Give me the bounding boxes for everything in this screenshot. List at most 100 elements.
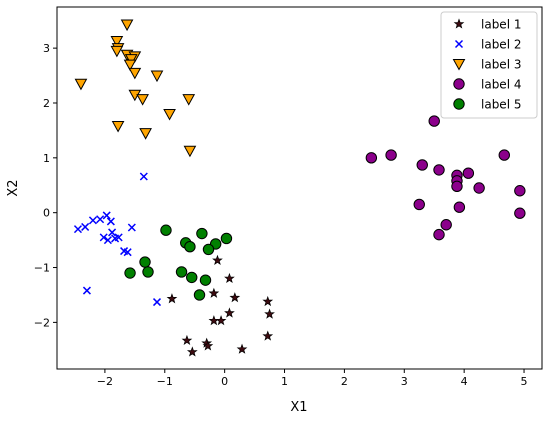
data-point xyxy=(99,233,108,242)
data-point xyxy=(108,228,117,237)
legend-marker xyxy=(453,98,465,110)
data-point xyxy=(212,254,223,265)
x-tick-label: 3 xyxy=(401,375,408,388)
data-point xyxy=(106,217,115,226)
legend-item: label 2 xyxy=(454,38,521,52)
plot-frame xyxy=(56,6,543,370)
legend-label: label 4 xyxy=(481,78,521,92)
data-point xyxy=(124,267,136,279)
data-point xyxy=(186,346,198,357)
data-point xyxy=(224,272,235,284)
y-tick-label: −2 xyxy=(34,316,50,329)
data-point xyxy=(183,145,197,158)
data-point xyxy=(139,128,152,140)
data-point xyxy=(202,243,215,256)
data-point xyxy=(120,19,134,32)
y-tick-label: 3 xyxy=(43,42,50,55)
data-point xyxy=(123,59,137,72)
data-point xyxy=(220,232,233,245)
data-point xyxy=(136,94,149,106)
data-point xyxy=(142,266,154,278)
data-point xyxy=(139,256,151,268)
data-point xyxy=(385,149,397,161)
data-point xyxy=(498,149,510,161)
x-axis-label: X1 xyxy=(290,400,307,415)
data-point xyxy=(514,207,526,219)
data-point xyxy=(182,94,196,106)
data-point xyxy=(208,287,220,298)
x-tick-label: −1 xyxy=(157,375,173,388)
data-point xyxy=(413,198,425,211)
y-tick-label: 0 xyxy=(43,207,50,220)
legend-label: label 3 xyxy=(481,58,521,72)
data-point xyxy=(224,307,235,318)
data-point xyxy=(473,182,485,194)
data-point xyxy=(196,227,208,240)
data-point xyxy=(103,236,112,245)
data-point xyxy=(193,289,206,301)
data-point xyxy=(453,201,466,213)
x-tick-label: 4 xyxy=(461,375,468,388)
data-point xyxy=(262,295,274,307)
data-point xyxy=(416,159,428,171)
data-point xyxy=(81,222,90,231)
legend-marker xyxy=(454,39,464,49)
data-point xyxy=(139,172,148,181)
data-point xyxy=(462,167,475,179)
data-point xyxy=(202,340,214,351)
data-point xyxy=(262,330,274,341)
y-axis-label: X2 xyxy=(6,179,21,196)
data-point xyxy=(186,271,198,284)
x-tick-label: 5 xyxy=(521,375,528,388)
data-point xyxy=(110,36,124,48)
data-point xyxy=(96,215,105,224)
legend-label: label 5 xyxy=(481,98,521,112)
data-point xyxy=(163,108,176,121)
data-point xyxy=(365,152,378,164)
y-tick-label: 1 xyxy=(43,152,50,165)
legend-item: label 4 xyxy=(453,78,521,92)
data-point xyxy=(88,216,97,225)
legend-item: label 5 xyxy=(453,98,521,112)
data-point xyxy=(175,266,188,278)
data-point xyxy=(181,334,193,346)
series-label-2 xyxy=(73,172,162,307)
data-point xyxy=(229,292,241,303)
data-points-layer xyxy=(73,19,526,357)
data-point xyxy=(166,293,178,304)
x-tick-label: −2 xyxy=(97,375,113,388)
x-tick-label: 2 xyxy=(341,375,348,388)
data-point xyxy=(150,70,164,83)
data-point xyxy=(111,121,125,133)
x-axis-ticks: −2 −1 0 1 2 3 4 5 xyxy=(97,369,528,388)
legend: label 1 label 2 label 3 label 4 label 5 xyxy=(440,11,538,119)
data-point xyxy=(428,115,440,127)
series-label-3 xyxy=(74,19,197,158)
legend-item: label 3 xyxy=(452,58,521,72)
legend-label: label 1 xyxy=(481,18,521,32)
data-point xyxy=(236,343,248,354)
legend-marker xyxy=(453,78,465,90)
data-point xyxy=(127,223,136,232)
x-tick-label: 0 xyxy=(221,375,228,388)
legend-item: label 1 xyxy=(453,18,521,32)
data-point xyxy=(160,224,172,236)
data-point xyxy=(184,240,196,253)
legend-marker xyxy=(452,59,466,71)
data-point xyxy=(433,164,445,176)
data-point xyxy=(110,45,124,58)
y-tick-label: −1 xyxy=(34,262,50,275)
data-point xyxy=(514,185,526,197)
legend-marker xyxy=(453,18,465,29)
y-tick-label: 2 xyxy=(43,97,50,110)
y-axis-ticks: −2 −1 0 1 2 3 xyxy=(34,42,57,329)
data-point xyxy=(433,228,445,241)
data-point xyxy=(123,248,132,257)
data-point xyxy=(152,298,162,307)
data-point xyxy=(440,219,452,231)
legend-box xyxy=(440,11,538,119)
series-label-5 xyxy=(124,224,233,301)
data-point xyxy=(102,211,111,220)
